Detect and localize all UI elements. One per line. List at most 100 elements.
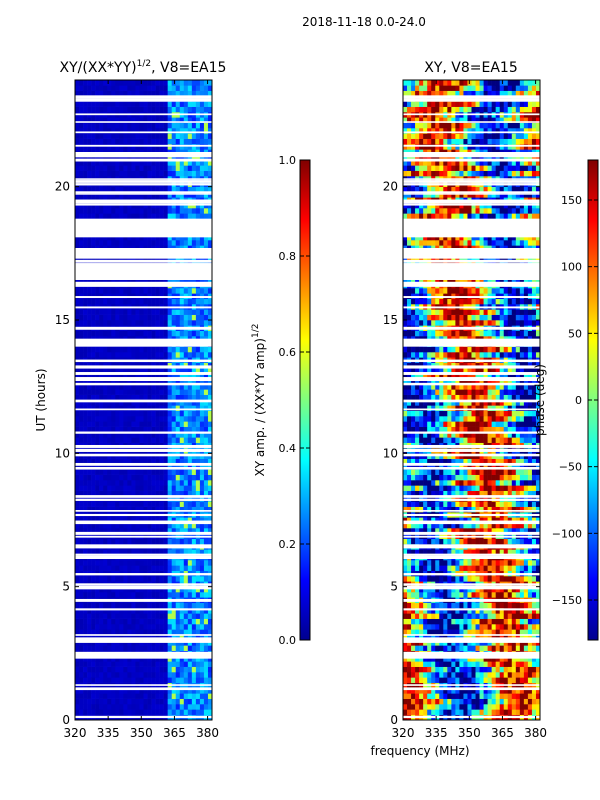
phase-cell xyxy=(511,656,517,662)
amp-cell xyxy=(167,394,173,401)
amp-cell xyxy=(143,320,148,326)
amp-cell xyxy=(151,154,156,161)
amp-cell xyxy=(207,117,212,123)
amp-cell xyxy=(103,85,108,91)
amp-cell xyxy=(127,80,132,86)
amp-cell xyxy=(167,234,173,241)
amp-cell xyxy=(135,613,140,619)
phase-cell xyxy=(427,586,432,593)
amp-cell xyxy=(95,602,100,609)
amp-cell xyxy=(79,656,84,662)
amp-cell xyxy=(187,160,193,166)
amp-cell xyxy=(79,432,84,438)
amp-cell xyxy=(99,213,104,219)
amp-cell xyxy=(131,629,136,635)
phase-cell xyxy=(443,602,448,609)
amp-cell xyxy=(195,186,201,193)
amp-cell xyxy=(115,256,120,262)
amp-cell xyxy=(147,117,152,123)
amp-cell xyxy=(143,592,148,598)
amp-cell xyxy=(91,234,96,241)
amp-cell xyxy=(123,458,128,465)
phase-cell xyxy=(515,645,521,651)
amp-cell xyxy=(75,666,80,673)
amp-cell xyxy=(131,410,136,417)
amp-cell xyxy=(103,101,108,107)
amp-cell xyxy=(163,709,168,715)
phase-cell xyxy=(527,602,533,609)
amp-cell xyxy=(199,373,205,379)
phase-cell xyxy=(479,698,484,705)
amp-cell xyxy=(75,384,80,390)
amp-cell xyxy=(127,538,132,545)
amp-cell xyxy=(79,138,84,145)
amp-cell xyxy=(143,101,148,107)
phase-cell xyxy=(443,608,448,614)
amp-cell xyxy=(103,501,108,507)
phase-cell xyxy=(411,618,416,625)
amp-cell xyxy=(183,138,189,145)
amp-cell xyxy=(95,288,100,294)
amp-cell xyxy=(191,688,197,694)
amp-cell xyxy=(107,624,112,630)
amp-cell xyxy=(175,144,181,150)
amp-cell xyxy=(155,122,160,129)
amp-cell xyxy=(171,240,177,246)
amp-cell xyxy=(119,117,124,123)
amp-cell xyxy=(123,474,128,481)
phase-cell xyxy=(531,624,537,630)
amp-cell xyxy=(75,277,80,283)
amp-cell xyxy=(195,602,201,609)
amp-cell xyxy=(119,170,124,177)
amp-cell xyxy=(75,288,80,294)
amp-cell xyxy=(207,122,212,129)
phase-cell xyxy=(419,602,424,609)
amp-cell xyxy=(195,101,201,107)
amp-cell xyxy=(191,234,197,241)
amp-cell xyxy=(159,144,164,150)
amp-cell xyxy=(143,170,148,177)
amp-cell xyxy=(135,522,140,529)
amp-cell xyxy=(95,346,100,353)
amp-cell xyxy=(203,688,209,694)
amp-cell xyxy=(179,154,185,161)
amp-cell xyxy=(115,160,120,166)
amp-cell xyxy=(159,490,164,497)
amp-cell xyxy=(123,368,128,374)
phase-cell xyxy=(427,672,432,678)
amp-cell xyxy=(123,298,128,305)
amp-cell xyxy=(163,565,168,571)
amp-cell xyxy=(179,352,185,358)
flagged-gap xyxy=(75,639,212,643)
amp-cell xyxy=(87,400,92,406)
amp-cell xyxy=(159,485,164,491)
amp-cell xyxy=(175,208,181,214)
phase-cell xyxy=(439,618,444,625)
phase-cell xyxy=(419,613,424,619)
flagged-gap xyxy=(75,444,212,448)
amp-cell xyxy=(103,485,108,491)
amp-cell xyxy=(111,410,116,417)
phase-cell xyxy=(451,677,456,683)
phase-cell xyxy=(487,666,492,673)
amp-cell xyxy=(183,666,189,673)
amp-cell xyxy=(163,138,168,145)
flagged-gap xyxy=(75,191,212,194)
amp-cell xyxy=(83,400,88,406)
flagged-gap xyxy=(75,183,212,186)
amp-cell xyxy=(91,277,96,283)
amp-cell xyxy=(187,117,193,123)
amp-cell xyxy=(79,560,84,566)
amp-cell xyxy=(187,373,193,379)
amp-cell xyxy=(119,501,124,507)
amp-cell xyxy=(111,549,116,555)
amp-cell xyxy=(111,421,116,427)
amp-cell xyxy=(111,602,116,609)
amp-cell xyxy=(135,352,140,358)
amp-cell xyxy=(115,666,120,673)
amp-cell xyxy=(187,656,193,662)
amp-cell xyxy=(147,432,152,438)
amp-cell xyxy=(91,213,96,219)
amp-cell xyxy=(167,144,173,150)
amp-cell xyxy=(139,432,144,438)
